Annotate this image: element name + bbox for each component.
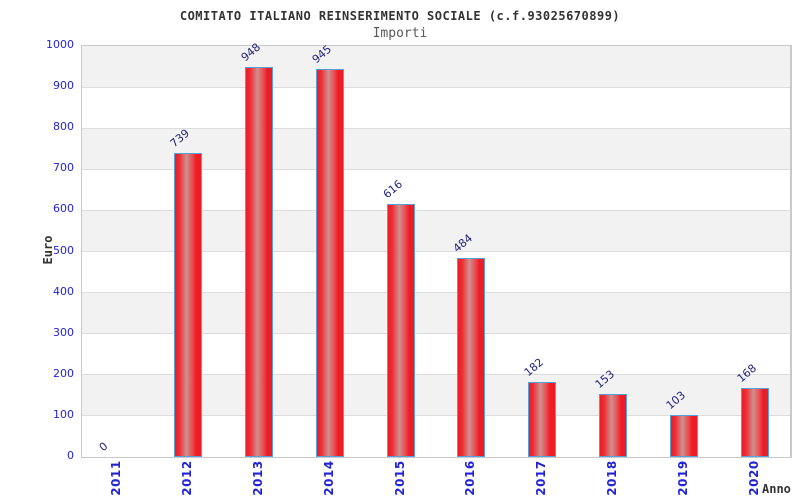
y-axis-tick-label: 100 xyxy=(53,407,74,421)
gridline xyxy=(82,415,790,417)
gridline xyxy=(82,86,790,88)
gridline xyxy=(82,374,790,376)
x-axis-tick-label: 2020 xyxy=(746,460,761,496)
bar-2013 xyxy=(245,67,273,457)
y-axis-tick-label: 800 xyxy=(53,120,74,134)
y-axis-tick-label: 1000 xyxy=(46,38,74,51)
y-axis-tick-label: 700 xyxy=(53,161,74,175)
y-axis-tick-label: 200 xyxy=(53,366,74,380)
plot-area: 0 739 948 945 616 484 182 153 103 168 xyxy=(81,41,792,458)
gridline xyxy=(82,251,790,252)
bar-2019 xyxy=(669,414,698,457)
bar-2014 xyxy=(315,68,344,457)
y-axis-tick-label: 900 xyxy=(53,79,74,93)
y-axis-tick-label: 0 xyxy=(67,449,74,462)
bar-value-label: 739 xyxy=(167,126,193,151)
bar-2020 xyxy=(740,387,769,457)
x-axis-tick-label: 2017 xyxy=(534,460,549,496)
bar-2012 xyxy=(174,153,203,457)
bar-value-label: 103 xyxy=(663,388,688,412)
gridline xyxy=(82,333,790,335)
bar-value-label: 168 xyxy=(734,361,759,385)
y-axis-tick-label: 500 xyxy=(53,243,74,257)
gridline xyxy=(82,209,790,211)
bar-2017 xyxy=(528,382,557,457)
y-axis-tick-label: 400 xyxy=(53,284,74,298)
x-axis-tick-label: 2013 xyxy=(251,460,265,496)
bar-2018 xyxy=(599,394,627,457)
bar-2016 xyxy=(457,258,486,457)
x-axis-tick-label: 2014 xyxy=(321,460,336,496)
bar-value-label: 616 xyxy=(380,177,405,201)
bar-value-label: 153 xyxy=(592,367,618,392)
x-axis-label: Anno xyxy=(762,482,791,496)
y-axis-tick-label: 600 xyxy=(53,202,74,216)
gridline xyxy=(82,292,790,294)
x-axis-tick-label: 2019 xyxy=(675,460,690,496)
x-axis-tick-label: 2016 xyxy=(463,460,478,496)
gridline xyxy=(82,168,790,170)
gridline xyxy=(82,127,790,129)
y-axis-tick-label: 300 xyxy=(53,325,74,339)
x-axis-tick-label: 2018 xyxy=(605,460,619,496)
chart-title: COMITATO ITALIANO REINSERIMENTO SOCIALE … xyxy=(179,9,621,23)
x-axis-tick-label: 2015 xyxy=(392,460,407,496)
bar-value-label: 945 xyxy=(309,42,334,66)
x-axis-tick-label: 2012 xyxy=(180,460,195,496)
x-axis-tick-label: 2011 xyxy=(109,460,124,496)
bar-2015 xyxy=(386,203,415,457)
bar-value-label: 182 xyxy=(521,355,547,380)
bar-value-label: 948 xyxy=(238,40,264,65)
chart-subtitle: Importi xyxy=(372,26,428,41)
